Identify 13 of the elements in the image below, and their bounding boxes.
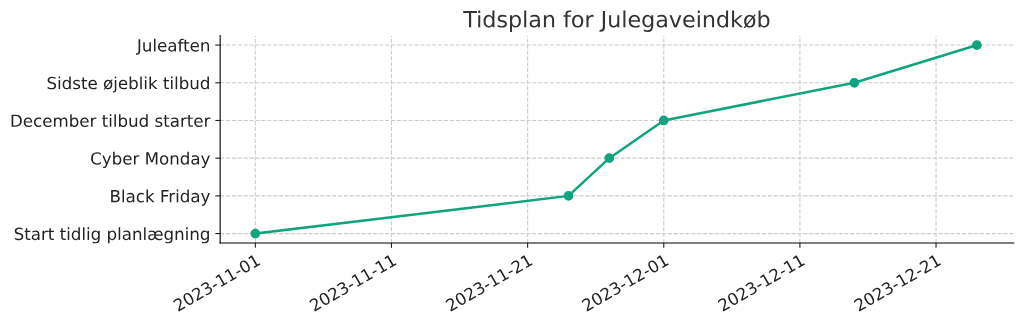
point xyxy=(972,40,982,50)
category-label: Sidste øjeblik tilbud xyxy=(47,76,209,93)
category-label: Start tidlig planlægning xyxy=(14,227,209,244)
point xyxy=(563,191,574,201)
category-label: Juleaften xyxy=(136,38,210,55)
point xyxy=(658,115,669,126)
point xyxy=(604,153,615,164)
point xyxy=(250,228,261,239)
chart-title: Tidsplan for Julegaveindkøb xyxy=(463,10,770,32)
category-label: Cyber Monday xyxy=(91,151,210,168)
category-label: Black Friday xyxy=(111,189,210,206)
point xyxy=(849,77,860,88)
category-label: December tilbud starter xyxy=(11,114,211,128)
